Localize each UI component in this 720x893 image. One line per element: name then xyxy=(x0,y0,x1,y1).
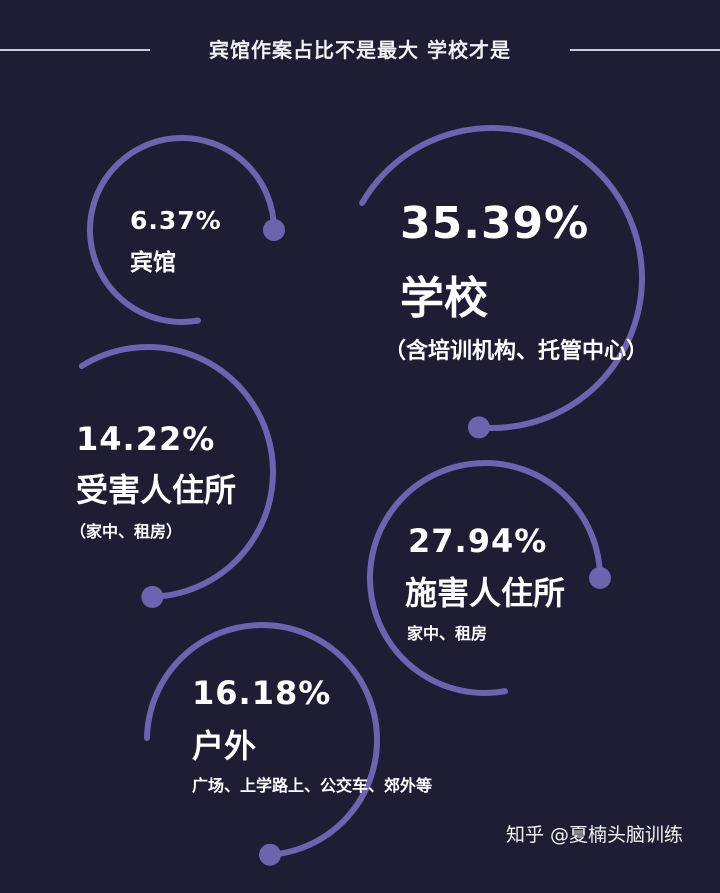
slice-arc xyxy=(144,622,380,858)
slice-arc xyxy=(359,125,645,431)
slice-note: 家中、租房 xyxy=(407,624,488,643)
slice-arc xyxy=(87,135,277,325)
title-divider-right xyxy=(570,49,720,51)
slice-note: （含培训机构、托管中心） xyxy=(384,339,649,364)
header: 宾馆作案占比不是最大 学校才是 xyxy=(0,28,720,72)
slice-arc-end-dot xyxy=(467,416,490,439)
footer-credit: 知乎 @夏楠头脑训练 xyxy=(506,824,684,846)
slice-category-label: 施害人住所 xyxy=(405,574,566,612)
slice-arc-end-dot xyxy=(259,843,282,866)
slice-category-label: 学校 xyxy=(400,273,488,324)
slice-category-label: 宾馆 xyxy=(130,250,176,276)
slice-value-label: 14.22% xyxy=(76,420,216,458)
slice-value-label: 6.37% xyxy=(130,206,222,235)
slice-arc xyxy=(78,344,276,600)
slice-arc-end-dot xyxy=(263,219,285,241)
slice-arc-end-dot xyxy=(589,567,611,589)
slice-value-label: 27.94% xyxy=(408,522,548,560)
slice-value-label: 16.18% xyxy=(192,674,332,712)
slice-category-label: 户外 xyxy=(192,727,257,765)
slice-note: 广场、上学路上、公交车、郊外等 xyxy=(192,776,433,795)
slice-category-label: 受害人住所 xyxy=(76,471,237,509)
slice-arc-end-dot xyxy=(141,585,164,608)
slice-value-label: 35.39% xyxy=(400,198,590,249)
slice-arc xyxy=(367,460,603,696)
slice-note: （家中、租房） xyxy=(70,522,183,541)
title-divider-left xyxy=(0,49,150,51)
chart-title: 宾馆作案占比不是最大 学校才是 xyxy=(209,38,511,62)
